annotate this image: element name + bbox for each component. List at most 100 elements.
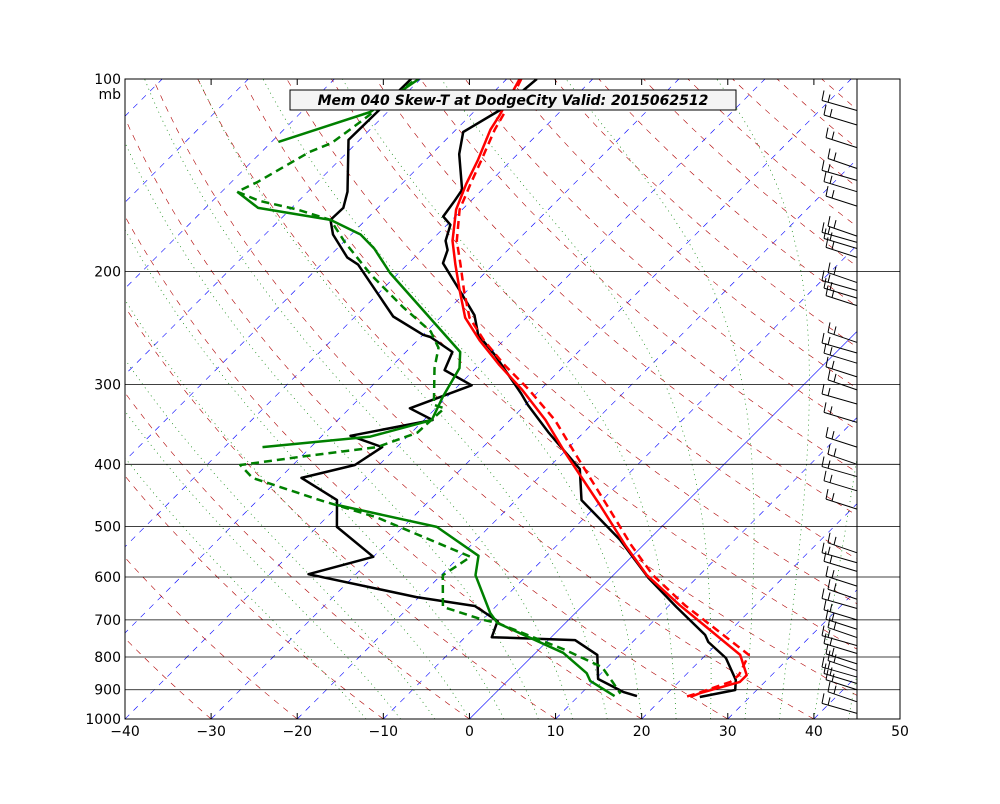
wind-barb-flag — [824, 471, 826, 481]
y-tick-label: 1000 — [85, 712, 121, 728]
wind-barb-flag — [834, 374, 836, 382]
y-tick-label: 700 — [94, 613, 121, 629]
dry-adiabat-line — [0, 79, 469, 719]
wind-barb-flag — [830, 475, 832, 483]
wind-barb-staff — [826, 654, 857, 664]
wind-barb-flag — [828, 547, 830, 555]
wind-barb-staff — [824, 115, 857, 125]
dry-adiabat-line — [554, 79, 1000, 719]
wind-barb — [822, 589, 857, 609]
wind-barb-staff — [824, 238, 857, 248]
wind-barb-flag — [828, 337, 830, 345]
dry-adiabat-line — [688, 79, 1000, 719]
wind-barb-staff — [826, 367, 857, 377]
wind-barb-staff — [826, 499, 857, 509]
dry-adiabat-line — [599, 79, 1000, 719]
moist-adiabat-line — [198, 79, 607, 719]
wind-barb-staff — [824, 610, 857, 620]
y-tick-label: 400 — [94, 457, 121, 473]
dry-adiabat-line — [109, 79, 728, 719]
wind-barb-flag — [830, 232, 832, 240]
wind-barb-staff — [826, 138, 857, 148]
moist-adiabat-line — [263, 79, 642, 719]
y-tick-label: 300 — [94, 377, 121, 393]
wind-barb-flag — [826, 489, 828, 499]
wind-barb-flag — [828, 579, 830, 589]
wind-barb-staff — [826, 247, 857, 257]
x-tick-label: 30 — [719, 724, 737, 740]
wind-barb-flag — [828, 630, 830, 638]
wind-barb-staff — [824, 673, 857, 683]
wind-barb-flag — [828, 697, 830, 705]
wind-barb-flag — [828, 226, 830, 234]
y-tick-label: 800 — [94, 650, 121, 666]
dry-adiabat-line — [153, 79, 814, 719]
isotherm-line — [728, 79, 1000, 719]
moist-adiabat-line — [441, 79, 711, 719]
wind-barb — [828, 263, 857, 283]
wind-barb-flag — [832, 648, 834, 656]
isotherm-line — [0, 79, 334, 719]
wind-barb — [824, 172, 857, 192]
wind-barb — [824, 343, 857, 363]
wind-barb-flag — [824, 343, 826, 353]
wind-barb-flag — [822, 626, 824, 636]
dry-adiabat-line — [421, 79, 1000, 719]
wind-barb-flag — [826, 128, 828, 138]
isotherm-line — [39, 79, 679, 719]
wind-barb-staff — [822, 467, 857, 477]
wind-barb — [826, 186, 857, 206]
isotherm-line — [125, 79, 765, 719]
moist-adiabat-line — [0, 79, 435, 719]
wind-barb-flag — [830, 604, 832, 612]
wind-barb — [828, 579, 857, 599]
dry-adiabat-line — [0, 79, 383, 719]
x-tick-label: −30 — [196, 724, 226, 740]
wind-barb-staff — [822, 170, 857, 180]
wind-barb-flag — [834, 448, 836, 456]
wind-barb-flag — [824, 105, 826, 115]
wind-barb-flag — [834, 537, 836, 545]
wind-barb — [822, 160, 857, 180]
series-line-1 — [453, 79, 747, 697]
wind-barb-flag — [822, 222, 824, 232]
isotherm-line — [469, 79, 1000, 719]
dry-adiabat-line — [911, 79, 1000, 719]
wind-barb — [822, 90, 857, 110]
wind-barb-flag — [826, 644, 828, 654]
wind-barb-flag — [824, 172, 826, 182]
wind-barb-staff — [828, 543, 857, 553]
moist-adiabat-line — [848, 79, 972, 719]
wind-barb-flag — [824, 633, 826, 643]
moist-adiabat-line — [717, 79, 810, 719]
wind-barb — [822, 543, 857, 563]
wind-barb-flag — [822, 693, 824, 703]
series-line-5 — [237, 82, 620, 694]
wind-barb-flag — [828, 94, 830, 102]
dry-adiabat-line — [287, 79, 1000, 719]
series-line-2 — [457, 79, 749, 697]
isotherm-line — [0, 79, 76, 719]
wind-barb-flag — [828, 682, 830, 692]
wind-barb-flag — [832, 361, 834, 369]
wind-barb-flag — [828, 618, 830, 628]
wind-barb-flag — [834, 326, 836, 334]
wind-barb — [822, 457, 857, 477]
wind-barb-staff — [828, 380, 857, 390]
wind-barb-flag — [828, 263, 830, 273]
wind-barb — [828, 149, 857, 169]
y-tick-label: 600 — [94, 570, 121, 586]
wind-barb-flag — [824, 600, 826, 610]
moist-adiabat-line — [27, 79, 470, 719]
wind-barb-staff — [824, 412, 857, 422]
wind-barb-flag — [828, 593, 830, 601]
wind-barb-flag — [830, 347, 832, 355]
wind-barb-staff — [828, 273, 857, 283]
wind-barb-flag — [828, 164, 830, 172]
wind-barb — [828, 322, 857, 342]
wind-barb-flag — [824, 402, 826, 412]
isotherm-line — [900, 79, 1000, 719]
wind-barb-flag — [822, 384, 824, 394]
wind-barb-flag — [828, 370, 830, 380]
